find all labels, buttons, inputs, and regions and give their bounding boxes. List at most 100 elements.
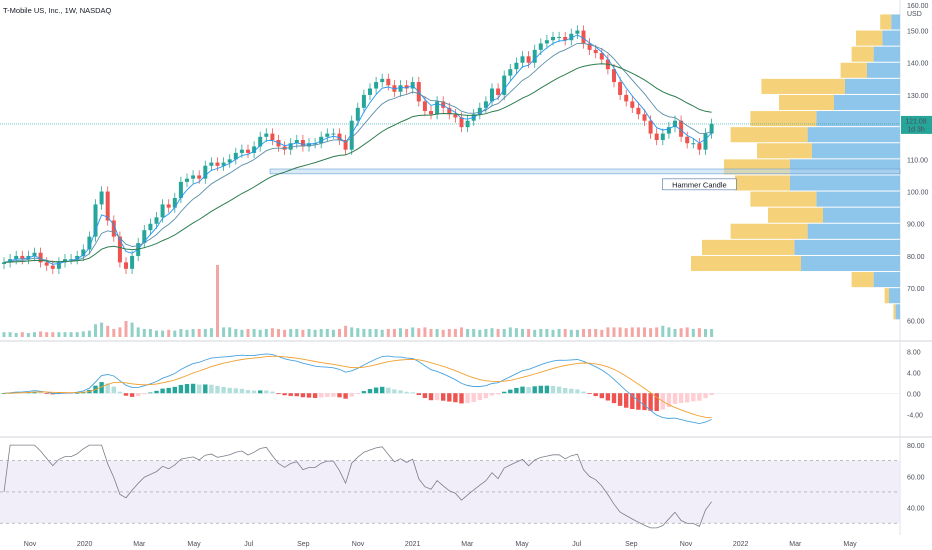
volume-profile-down-bar (840, 62, 867, 78)
candle-body (380, 78, 385, 83)
volume-profile-down-bar (702, 239, 795, 255)
volume-bar (447, 329, 451, 337)
candle-body (331, 133, 336, 135)
volume-profile-up-bar (867, 62, 900, 78)
ema-mid-line (3, 42, 712, 263)
macd-histogram-bar (624, 393, 629, 408)
macd-histogram-bar (258, 390, 263, 394)
candle-body (642, 114, 647, 121)
annotation-box (662, 178, 737, 191)
price-tick-label: 100.00 (907, 190, 929, 197)
time-tick-label: Sep (297, 541, 310, 548)
rsi-tick-label: 80.00 (907, 443, 925, 450)
volume-bar (185, 329, 189, 337)
price-tick-label: 160.00 (907, 3, 929, 10)
macd-histogram-bar (477, 393, 482, 401)
volume-bar (252, 329, 256, 337)
volume-bar (374, 329, 378, 337)
candle-body (630, 101, 635, 108)
countdown-label: 1d 3h (907, 126, 925, 133)
candle-body (20, 255, 25, 260)
candle-body (374, 82, 379, 89)
macd-histogram-bar (68, 393, 74, 395)
volume-bar (197, 329, 201, 337)
macd-histogram-bar (569, 388, 574, 394)
macd-histogram-bar (312, 393, 318, 398)
macd-histogram-bar (178, 384, 184, 394)
macd-histogram-bar (611, 393, 617, 404)
macd-histogram-bar (215, 385, 220, 394)
macd-histogram-bar (209, 384, 214, 394)
macd-histogram-bar (697, 393, 702, 401)
support-zone (269, 168, 901, 175)
volume-profile-down-bar (730, 127, 808, 143)
macd-histogram-bar (495, 393, 501, 395)
macd-histogram-bar (630, 393, 635, 409)
candle-body (599, 53, 604, 60)
macd-histogram-bar (544, 385, 550, 394)
macd-histogram-bar (556, 386, 562, 394)
candle-body (355, 107, 360, 121)
macd-histogram-bar (642, 393, 647, 411)
macd-histogram-bar (306, 393, 312, 398)
volume-bar (203, 329, 207, 337)
macd-histogram-bar (197, 384, 202, 394)
volume-profile-up-bar (895, 304, 900, 320)
macd-histogram-bar (99, 382, 104, 394)
macd-histogram-bar (648, 393, 653, 411)
candle-body (300, 140, 305, 147)
volume-bar (435, 329, 439, 337)
volume-profile-up-bar (807, 223, 900, 239)
price-tick-label: 70.00 (907, 286, 925, 293)
macd-histogram-bar (709, 393, 714, 395)
macd-histogram-bar (337, 393, 342, 398)
candle-body (227, 159, 232, 163)
macd-histogram-bar (349, 393, 354, 397)
candle-body (349, 120, 354, 150)
candle-body (288, 143, 293, 150)
volume-profile-up-bar (790, 175, 900, 191)
macd-histogram-bar (154, 390, 159, 394)
volume-bar (307, 329, 311, 337)
candle-body (178, 181, 183, 198)
candle-body (166, 204, 171, 208)
rsi-tick-label: 60.00 (907, 474, 925, 481)
candle-body (99, 191, 104, 205)
candle-body (172, 197, 177, 208)
macd-histogram-bar (605, 393, 611, 401)
time-tick-label: 2021 (405, 541, 421, 548)
macd-histogram-bar (459, 393, 464, 404)
macd-histogram-bar (38, 392, 43, 394)
macd-histogram-bar (380, 386, 385, 394)
candle-body (502, 75, 507, 95)
macd-histogram-bar (483, 393, 489, 399)
macd-histogram-bar (441, 393, 446, 401)
volume-bar (8, 332, 12, 337)
volume-profile-up-bar (807, 127, 900, 143)
volume-bar (344, 325, 348, 337)
volume-bar (87, 330, 91, 337)
volume-bar (331, 329, 335, 337)
volume-bar (75, 332, 79, 337)
macd-histogram-bar (172, 386, 177, 394)
candle-body (130, 255, 135, 269)
candle-body (557, 36, 562, 38)
macd-histogram-bar (404, 391, 409, 394)
candle-body (343, 140, 348, 150)
volume-bar (697, 328, 701, 337)
macd-histogram-bar (617, 393, 623, 406)
candle-body (685, 136, 690, 144)
candle-body (111, 220, 116, 237)
volume-bar (350, 327, 354, 337)
candle-body (191, 175, 196, 179)
macd-histogram-bar (386, 387, 391, 394)
volume-bar (57, 332, 61, 337)
macd-histogram-bar (251, 390, 257, 394)
macd-histogram-bar (288, 393, 293, 396)
time-tick-label: Mar (133, 541, 146, 548)
price-tick-label: 140.00 (907, 61, 929, 68)
macd-histogram-bar (416, 393, 421, 396)
volume-profile-up-bar (882, 30, 900, 46)
